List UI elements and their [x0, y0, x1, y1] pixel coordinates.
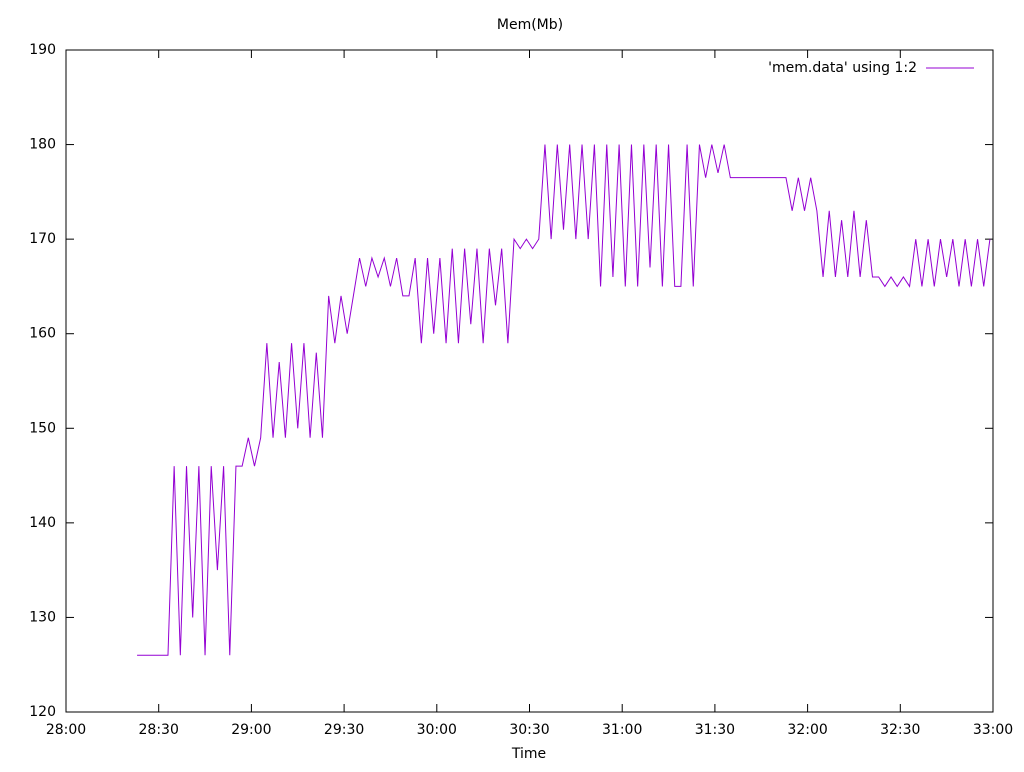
y-tick-label: 190 [29, 42, 56, 58]
y-tick-label: 140 [29, 515, 56, 531]
legend-label: 'mem.data' using 1:2 [768, 60, 917, 76]
chart-title: Mem(Mb) [497, 17, 563, 33]
x-tick-label: 30:00 [417, 722, 457, 738]
x-tick-label: 32:00 [787, 722, 827, 738]
x-tick-label: 32:30 [880, 722, 920, 738]
plot-border [65, 49, 994, 713]
x-tick-label: 30:30 [509, 722, 549, 738]
x-tick-label: 31:30 [695, 722, 735, 738]
y-tick-label: 150 [29, 420, 56, 436]
y-tick-label: 130 [29, 609, 56, 625]
data-line [137, 144, 991, 656]
x-tick-label: 31:00 [602, 722, 642, 738]
x-tick-label: 28:00 [46, 722, 86, 738]
x-tick-label: 33:00 [973, 722, 1013, 738]
y-tick-label: 170 [29, 231, 56, 247]
x-tick-label: 29:30 [324, 722, 364, 738]
y-tick-label: 120 [29, 704, 56, 720]
x-tick-label: 28:30 [139, 722, 179, 738]
y-tick-label: 180 [29, 137, 56, 153]
x-tick-label: 29:00 [231, 722, 271, 738]
x-axis-label: Time [511, 746, 546, 762]
y-tick-label: 160 [29, 326, 56, 342]
